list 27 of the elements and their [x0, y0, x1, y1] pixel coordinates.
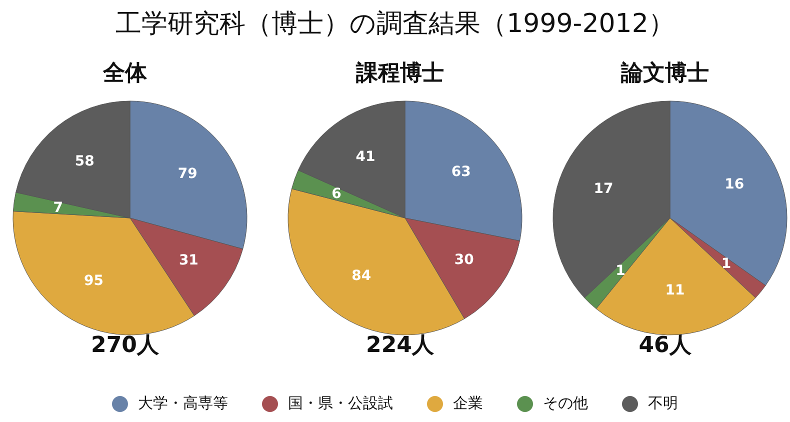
data-label: 58	[74, 153, 94, 170]
data-label: 1	[616, 263, 626, 280]
legend-label: 企業	[453, 394, 483, 413]
legend-label: 大学・高専等	[138, 394, 228, 413]
data-label: 1	[721, 256, 732, 272]
data-label: 63	[451, 164, 471, 180]
text: 270人	[90, 332, 160, 360]
chart-subtitle: 論文博士	[620, 60, 710, 88]
text: 224人	[365, 332, 435, 360]
data-label: 16	[724, 176, 744, 193]
chart-subtitle: 課程博士	[354, 60, 445, 88]
data-label: 7	[53, 200, 64, 216]
data-label: 41	[356, 149, 376, 166]
chart-subtitle: 全体	[102, 60, 148, 88]
legend-label: 不明	[648, 394, 678, 413]
legend-label: その他	[543, 394, 588, 413]
data-label: 30	[454, 252, 474, 268]
chart-title: 工学研究科（博士）の調査結果（1999-2012）	[114, 8, 676, 41]
data-label: 11	[665, 282, 685, 298]
data-label: 17	[594, 181, 614, 198]
text: 46人	[638, 332, 692, 360]
data-label: 31	[178, 252, 198, 269]
data-label: 95	[84, 272, 104, 289]
data-label: 79	[178, 166, 198, 182]
data-label: 84	[352, 268, 372, 284]
data-label: 6	[332, 186, 342, 202]
legend-label: 国・県・公設試	[288, 394, 393, 413]
